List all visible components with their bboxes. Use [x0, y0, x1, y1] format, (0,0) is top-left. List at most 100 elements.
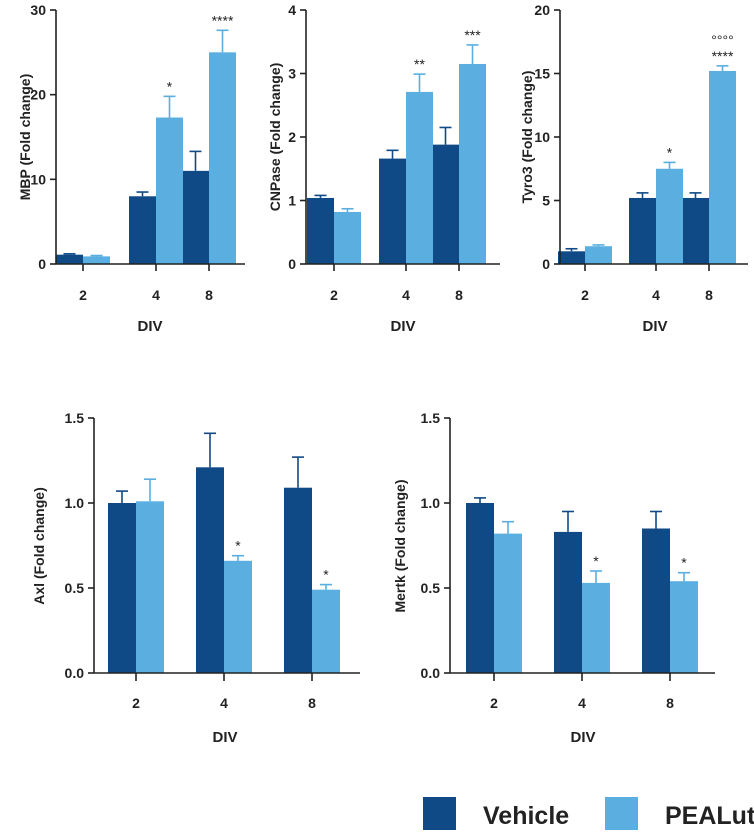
- x-tick-label-mertk: 2: [490, 695, 498, 711]
- y-tick-label-cnpase: 2: [288, 129, 296, 145]
- y-tick-label-axl: 1.0: [65, 495, 85, 511]
- bar-mbp-vehicle-div4: [129, 196, 156, 264]
- error-bar-tyro3-vehicle-div4: [636, 192, 649, 198]
- x-tick-label-tyro3: 2: [581, 287, 589, 303]
- error-bar-mbp-vehicle-div4: [136, 191, 149, 197]
- error-bar-mbp-vehicle-div2: [63, 253, 76, 255]
- bar-axl-vehicle-div4: [196, 467, 224, 673]
- bar-mertk-pealut-div4: [582, 582, 610, 673]
- significance-mbp-div8: ****: [212, 12, 234, 28]
- error-bar-mertk-vehicle-div8: [650, 510, 662, 529]
- error-bar-axl-vehicle-div2: [116, 490, 128, 503]
- legend-swatch-pealut: [605, 797, 638, 830]
- error-bar-mertk-pealut-div8: [678, 571, 690, 582]
- error-bar-tyro3-pealut-div8: [716, 65, 729, 71]
- y-tick-label-cnpase: 1: [288, 193, 296, 209]
- error-bar-tyro3-vehicle-div2: [565, 247, 578, 252]
- x-tick-label-mertk: 4: [578, 695, 586, 711]
- x-axis-label-mbp: DIV: [137, 318, 162, 335]
- significance-tyro3-div8: ****: [712, 48, 734, 64]
- y-axis-label-axl: Axl (Fold change): [31, 487, 47, 604]
- significance-axl-div8: *: [323, 567, 329, 583]
- y-tick-label-tyro3: 15: [534, 66, 550, 82]
- x-axis-label-mertk: DIV: [570, 729, 595, 746]
- bar-mbp-vehicle-div2: [56, 254, 83, 264]
- x-tick-label-axl: 8: [308, 695, 316, 711]
- bar-tyro3-vehicle-div8: [682, 197, 709, 264]
- y-tick-label-mertk: 1.0: [421, 495, 441, 511]
- bar-axl-vehicle-div8: [284, 487, 312, 673]
- bar-cnpase-vehicle-div4: [379, 158, 406, 264]
- x-axis-label-cnpase: DIV: [390, 318, 415, 335]
- bar-mertk-pealut-div2: [494, 533, 522, 673]
- bar-tyro3-pealut-div4: [656, 168, 683, 264]
- x-tick-label-cnpase: 8: [455, 287, 463, 303]
- y-tick-label-axl: 0.0: [65, 665, 85, 681]
- bar-mbp-pealut-div8: [209, 52, 236, 265]
- error-bar-mertk-vehicle-div2: [474, 497, 486, 503]
- bar-mertk-vehicle-div2: [466, 503, 494, 673]
- bar-mertk-vehicle-div8: [642, 528, 670, 673]
- error-bar-mertk-pealut-div4: [590, 570, 602, 583]
- y-tick-label-mbp: 10: [30, 171, 46, 187]
- chart-tyro3: * °°°°**** 0 5 10 15 20 2 4 8 DIV Tyro3 (Fold chang…: [519, 2, 748, 335]
- significance-axl-div4: *: [235, 538, 241, 554]
- y-tick-label-tyro3: 0: [542, 256, 550, 272]
- bar-axl-vehicle-div2: [108, 503, 136, 673]
- error-bar-mertk-vehicle-div4: [562, 510, 574, 532]
- y-axis-label-mbp: MBP (Fold change): [17, 74, 33, 201]
- x-tick-label-mertk: 8: [666, 695, 674, 711]
- legend-swatch-vehicle: [423, 797, 456, 830]
- bar-axl-pealut-div2: [136, 501, 164, 673]
- error-bar-tyro3-vehicle-div8: [689, 192, 702, 198]
- error-bar-axl-pealut-div4: [232, 554, 244, 561]
- bar-cnpase-vehicle-div2: [307, 197, 334, 264]
- x-tick-label-mbp: 8: [205, 287, 213, 303]
- significance-mertk-div8: *: [681, 555, 687, 571]
- bar-cnpase-pealut-div8: [459, 63, 486, 264]
- x-tick-label-mbp: 4: [152, 287, 160, 303]
- x-tick-label-cnpase: 4: [402, 287, 410, 303]
- x-tick-label-mbp: 2: [79, 287, 87, 303]
- y-tick-label-cnpase: 4: [288, 2, 296, 18]
- error-bar-mbp-vehicle-div8: [189, 150, 202, 171]
- y-axis-label-cnpase: CNPase (Fold change): [267, 63, 283, 212]
- error-bar-mbp-pealut-div4: [163, 95, 176, 118]
- y-tick-label-cnpase: 0: [288, 256, 296, 272]
- error-bar-mbp-pealut-div8: [216, 29, 229, 53]
- y-axis-label-mertk: Mertk (Fold change): [392, 479, 408, 612]
- legend-label-pealut: PEALut: [665, 802, 754, 830]
- significance-cnpase-div8: ***: [464, 27, 481, 43]
- error-bar-mbp-pealut-div2: [90, 254, 103, 257]
- y-tick-label-tyro3: 5: [542, 193, 550, 209]
- x-tick-label-axl: 2: [132, 695, 140, 711]
- y-tick-label-mbp: 30: [30, 2, 46, 18]
- bar-cnpase-vehicle-div8: [432, 144, 459, 264]
- bar-tyro3-pealut-div8: [709, 70, 736, 265]
- bar-mertk-vehicle-div4: [554, 531, 582, 673]
- y-tick-label-mertk: 1.5: [421, 410, 441, 426]
- y-tick-label-mbp: 0: [38, 256, 46, 272]
- significance-tyro3-div4: *: [667, 144, 673, 160]
- y-tick-label-axl: 0.5: [65, 580, 85, 596]
- significance-mertk-div4: *: [593, 553, 599, 569]
- bar-tyro3-vehicle-div4: [629, 197, 656, 264]
- significance-mbp-div4: *: [167, 78, 173, 94]
- y-tick-label-mertk: 0.0: [421, 665, 441, 681]
- y-tick-label-tyro3: 10: [534, 129, 550, 145]
- x-tick-label-cnpase: 2: [330, 287, 338, 303]
- legend: Vehicle PEALut: [423, 797, 754, 830]
- y-tick-label-tyro3: 20: [534, 2, 550, 18]
- y-tick-label-mbp: 20: [30, 87, 46, 103]
- bar-tyro3-vehicle-div2: [558, 251, 585, 264]
- bar-mertk-pealut-div8: [670, 581, 698, 673]
- bar-axl-pealut-div8: [312, 589, 340, 673]
- bar-mbp-vehicle-div8: [182, 170, 209, 264]
- error-bar-cnpase-vehicle-div2: [314, 194, 327, 198]
- y-axis-label-tyro3: Tyro3 (Fold change): [519, 71, 535, 204]
- bar-mbp-pealut-div4: [156, 117, 183, 264]
- error-bar-axl-vehicle-div4: [204, 432, 216, 468]
- error-bar-cnpase-vehicle-div4: [386, 149, 399, 159]
